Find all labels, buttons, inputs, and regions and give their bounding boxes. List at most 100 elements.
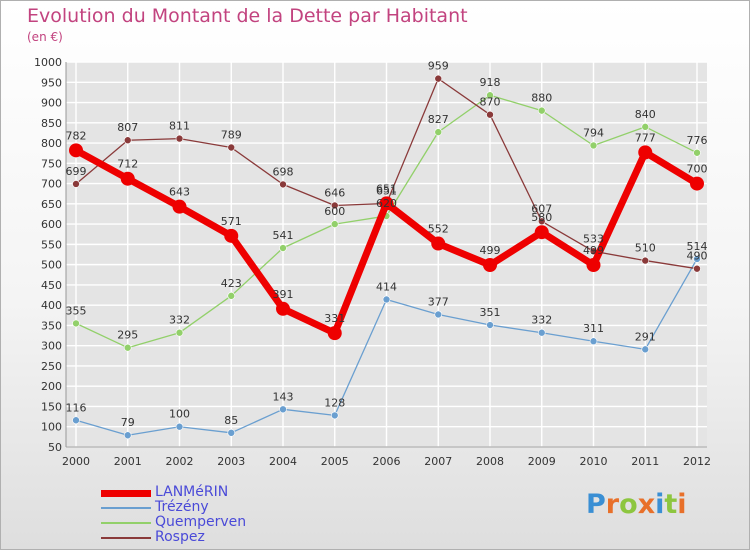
- data-point: [279, 244, 287, 252]
- legend-label: Trézény: [155, 499, 209, 515]
- data-point: [279, 405, 287, 414]
- data-point: [537, 328, 546, 337]
- y-tick-label: 550: [41, 238, 62, 251]
- legend-swatch: [101, 537, 151, 539]
- data-label: 620: [376, 197, 397, 210]
- y-tick-label: 900: [41, 97, 62, 110]
- data-point: [330, 220, 339, 228]
- data-label: 116: [66, 401, 87, 414]
- data-point: [120, 171, 135, 186]
- data-label: 794: [583, 126, 604, 139]
- data-point: [123, 343, 132, 352]
- data-point: [72, 180, 80, 188]
- data-label: 880: [531, 92, 552, 105]
- data-point: [327, 326, 342, 341]
- data-label: 959: [428, 60, 449, 73]
- x-tick-label: 2007: [424, 455, 452, 468]
- y-tick-label: 850: [41, 117, 62, 130]
- data-label: 646: [324, 186, 345, 199]
- data-label: 514: [687, 240, 708, 253]
- data-point: [431, 236, 446, 251]
- data-point: [175, 328, 184, 337]
- data-point: [434, 128, 443, 136]
- x-tick-label: 2003: [217, 455, 245, 468]
- data-point: [486, 91, 494, 100]
- y-tick-label: 650: [41, 198, 62, 211]
- y-tick-label: 700: [41, 178, 62, 191]
- legend-swatch: [101, 507, 151, 509]
- logo-letter: i: [677, 489, 687, 520]
- legend-swatch: [101, 490, 151, 497]
- data-point: [690, 176, 704, 191]
- data-point: [693, 148, 701, 157]
- legend-label: Rospez: [155, 529, 205, 545]
- data-label: 651: [376, 182, 397, 195]
- y-tick-label: 500: [41, 259, 62, 272]
- data-point: [693, 255, 701, 263]
- x-tick-label: 2011: [631, 455, 659, 468]
- y-tick-label: 600: [41, 218, 62, 231]
- data-point: [586, 258, 601, 273]
- data-point: [69, 143, 83, 158]
- data-label: 712: [117, 158, 138, 171]
- data-point: [276, 301, 290, 316]
- x-tick-label: 2001: [114, 455, 142, 468]
- data-point: [589, 337, 598, 346]
- x-tick-label: 2010: [580, 455, 608, 468]
- logo-letter: x: [637, 489, 656, 520]
- data-point: [483, 258, 497, 273]
- data-label: 79: [121, 416, 135, 429]
- x-tick-label: 2000: [62, 455, 90, 468]
- data-point: [224, 228, 239, 243]
- y-tick-label: 800: [41, 137, 62, 150]
- data-label: 100: [169, 408, 190, 421]
- data-label: 332: [169, 314, 190, 327]
- data-point: [172, 199, 187, 214]
- data-label: 391: [273, 288, 294, 301]
- data-point: [123, 136, 132, 145]
- logo-letter: P: [586, 489, 606, 520]
- proxiti-logo: Proxiti: [586, 489, 687, 520]
- x-tick-label: 2006: [373, 455, 401, 468]
- data-point: [534, 225, 549, 240]
- data-label: 827: [428, 113, 449, 126]
- data-label: 331: [324, 312, 345, 325]
- data-label: 332: [531, 314, 552, 327]
- x-tick-label: 2008: [476, 455, 504, 468]
- data-point: [72, 416, 80, 425]
- data-label: 918: [480, 76, 501, 89]
- data-label: 571: [221, 215, 242, 228]
- data-label: 870: [480, 96, 501, 109]
- data-point: [638, 145, 653, 160]
- data-label: 533: [583, 232, 604, 245]
- data-point: [330, 201, 339, 210]
- data-point: [486, 110, 494, 119]
- data-label: 807: [117, 121, 138, 134]
- y-tick-label: 100: [41, 421, 62, 434]
- data-label: 423: [221, 277, 242, 290]
- chart-subtitle: (en €): [27, 30, 63, 44]
- y-tick-label: 750: [41, 157, 62, 170]
- logo-letter: r: [605, 489, 620, 520]
- data-label: 782: [66, 129, 87, 142]
- data-point: [330, 411, 339, 420]
- x-tick-label: 2012: [683, 455, 711, 468]
- data-point: [641, 256, 650, 265]
- logo-letter: i: [655, 489, 665, 520]
- data-label: 510: [635, 242, 656, 255]
- data-point: [537, 106, 546, 115]
- data-point: [382, 295, 391, 304]
- data-label: 789: [221, 129, 242, 142]
- data-label: 377: [428, 295, 449, 308]
- data-label: 499: [480, 244, 501, 257]
- data-point: [279, 180, 287, 189]
- data-label: 499: [583, 244, 604, 257]
- data-label: 811: [169, 120, 190, 133]
- data-label: 311: [583, 322, 604, 335]
- data-label: 700: [687, 163, 708, 176]
- data-label: 490: [687, 250, 708, 263]
- y-tick-label: 950: [41, 76, 62, 89]
- data-point: [175, 134, 184, 143]
- y-tick-label: 400: [41, 299, 62, 312]
